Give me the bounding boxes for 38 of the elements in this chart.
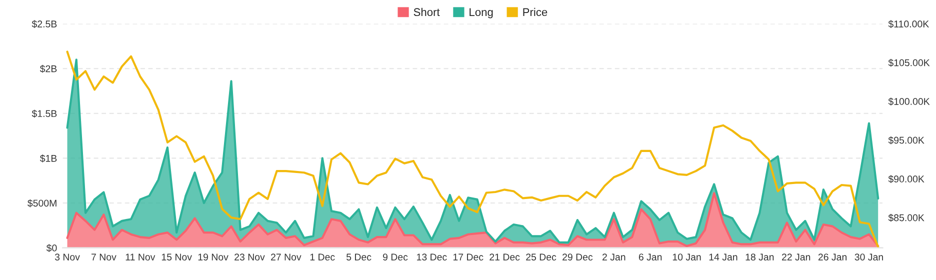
- x-tick-label: 19 Nov: [198, 254, 228, 260]
- x-tick-label: 30 Jan: [854, 254, 883, 260]
- x-tick-label: 3 Nov: [54, 254, 80, 260]
- x-tick-label: 9 Dec: [383, 254, 408, 260]
- y-tick-label: $1B: [40, 154, 57, 162]
- x-tick-label: 23 Nov: [234, 254, 265, 260]
- x-tick-label: 2 Jan: [602, 254, 626, 260]
- y-tick-label: $2.5B: [32, 20, 57, 28]
- x-tick-label: 27 Nov: [271, 254, 302, 260]
- x-tick-label: 15 Nov: [162, 254, 192, 260]
- legend-label: Short: [414, 8, 440, 16]
- x-tick-label: 18 Jan: [746, 254, 774, 260]
- legend-label: Long: [470, 8, 493, 18]
- x-tick-label: 22 Jan: [782, 254, 810, 260]
- y2-tick-label: $85.00K: [888, 214, 924, 222]
- y2-tick-label: $105.00K: [888, 58, 930, 67]
- x-tick-label: 7 Nov: [92, 254, 116, 260]
- x-tick-label: 13 Dec: [417, 254, 447, 260]
- y2-tick-label: $110.00K: [888, 20, 930, 28]
- y-tick-label: $500M: [28, 199, 56, 208]
- legend-label: Price: [523, 8, 548, 16]
- y-tick-label: $1.5B: [32, 110, 57, 118]
- y2-tick-label: $90.00K: [888, 175, 924, 184]
- y-tick-label: $0: [46, 244, 57, 252]
- x-tick-label: 14 Jan: [709, 254, 738, 260]
- x-tick-label: 17 Dec: [453, 254, 484, 260]
- x-tick-label: 5 Dec: [346, 254, 372, 260]
- x-tick-label: 26 Jan: [818, 254, 847, 260]
- y2-tick-label: $100.00K: [888, 98, 930, 106]
- x-tick-label: 11 Nov: [126, 254, 156, 260]
- x-tick-label: 21 Dec: [490, 254, 520, 260]
- x-tick-label: 10 Jan: [672, 254, 701, 260]
- x-tick-label: 25 Dec: [526, 254, 556, 260]
- y2-tick-label: $95.00K: [888, 136, 924, 144]
- x-tick-label: 29 Dec: [562, 254, 593, 260]
- x-tick-label: 1 Dec: [310, 254, 335, 260]
- y-tick-label: $2B: [40, 64, 57, 73]
- x-tick-label: 6 Jan: [638, 254, 662, 260]
